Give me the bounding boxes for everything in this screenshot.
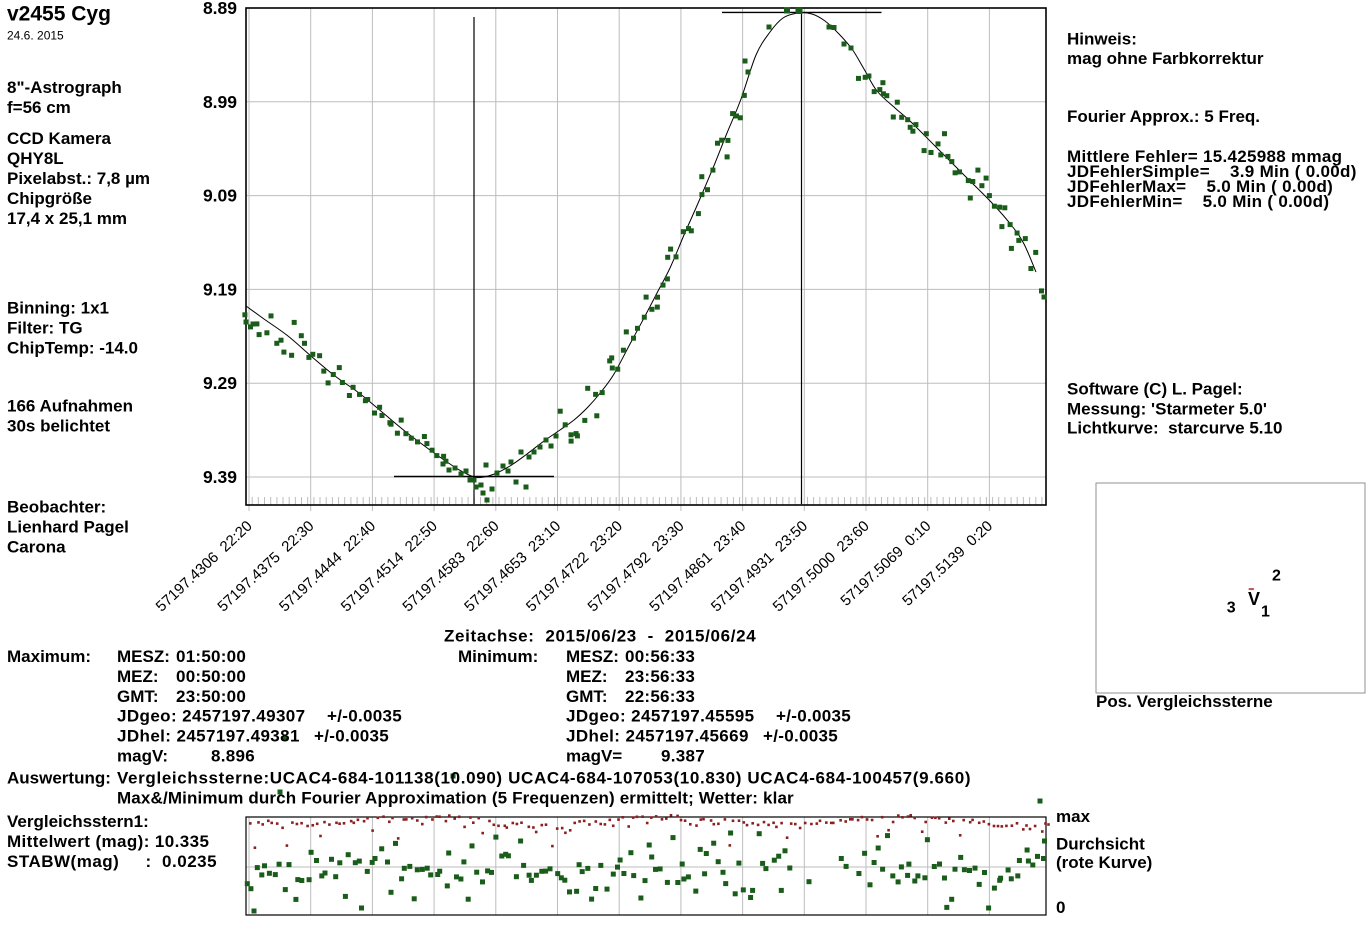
svg-text:8.89: 8.89 [203,0,237,18]
svg-text:Binning: 1x1: Binning: 1x1 [7,299,109,318]
svg-text:Chipgröße: Chipgröße [7,189,92,208]
svg-text:Vergleichssterne:UCAC4-684-101: Vergleichssterne:UCAC4-684-101138(10.090… [117,769,971,788]
svg-text:Pixelabst.: 7,8 µm: Pixelabst.: 7,8 µm [7,169,150,188]
svg-text:JDFehlerMax= 5.0 Min ( 0.00: JDFehlerMax= 5.0 Min ( 0.00d) [1067,177,1333,196]
svg-text:8"-Astrograph: 8"-Astrograph [7,78,122,97]
svg-text:8.896: 8.896 [211,746,255,765]
svg-text:00:50:00: 00:50:00 [176,667,246,686]
svg-text:magV=: magV= [566,746,622,765]
svg-text:GMT:: GMT: [566,687,608,706]
svg-text:V: V [1248,589,1260,609]
svg-text:JDhel: 2457197.49381: JDhel: 2457197.49381 [117,727,300,746]
svg-text:22:56:33: 22:56:33 [625,687,695,706]
svg-text:3: 3 [1227,599,1236,616]
svg-text:Filter: TG: Filter: TG [7,319,83,338]
svg-text:Minimum:: Minimum: [458,647,538,666]
svg-text:Beobachter:: Beobachter: [7,498,106,517]
svg-text:9.09: 9.09 [203,186,237,206]
svg-text:CCD Kamera: CCD Kamera [7,129,111,148]
svg-text:STABW(mag) : 0.0235: STABW(mag) : 0.0235 [7,852,217,871]
svg-text:23:50:00: 23:50:00 [176,687,246,706]
svg-text:(rote Kurve): (rote Kurve) [1056,853,1152,872]
svg-text:Durchsicht: Durchsicht [1056,835,1145,854]
svg-text:Vergleichsstern1:: Vergleichsstern1: [7,812,149,831]
svg-text:MESZ:: MESZ: [566,647,619,666]
svg-text:9.29: 9.29 [203,373,237,393]
svg-text:Software (C) L. Pagel:: Software (C) L. Pagel: [1067,380,1243,399]
svg-text:ChipTemp: -14.0: ChipTemp: -14.0 [7,339,138,358]
svg-text:9.387: 9.387 [661,746,705,765]
svg-text:+/-0.0035: +/-0.0035 [763,727,838,746]
svg-text:f=56 cm: f=56 cm [7,98,71,117]
svg-text:Hinweis:: Hinweis: [1067,30,1137,49]
svg-text:23:56:33: 23:56:33 [625,667,695,686]
svg-text:9.39: 9.39 [203,467,237,487]
svg-text:MESZ:: MESZ: [117,647,170,666]
svg-text:JDFehlerSimple= 3.9 Min ( 0: JDFehlerSimple= 3.9 Min ( 0.00d) [1067,162,1357,181]
svg-text:Carona: Carona [7,538,66,557]
svg-text:QHY8L: QHY8L [7,149,64,168]
svg-text:Messung: 'Starmeter 5.0': Messung: 'Starmeter 5.0' [1067,400,1267,419]
svg-text:8.99: 8.99 [203,92,237,112]
svg-text:24.6. 2015: 24.6. 2015 [7,28,64,42]
svg-text:17,4 x 25,1 mm: 17,4 x 25,1 mm [7,209,127,228]
svg-text:9.19: 9.19 [203,279,237,299]
svg-text:00:56:33: 00:56:33 [625,647,695,666]
svg-text:Mittelwert (mag): 10.335: Mittelwert (mag): 10.335 [7,832,209,851]
svg-text:Maximum:: Maximum: [7,647,91,666]
svg-text:166 Aufnahmen: 166 Aufnahmen [7,397,133,416]
svg-text:magV:: magV: [117,746,168,765]
svg-text:+/-0.0035: +/-0.0035 [314,727,389,746]
svg-text:JDgeo: 2457197.49307: JDgeo: 2457197.49307 [117,707,306,726]
svg-text:Fourier Approx.: 5 Freq.: Fourier Approx.: 5 Freq. [1067,107,1260,126]
svg-text:MEZ:: MEZ: [566,667,608,686]
svg-text:max: max [1056,807,1091,826]
svg-text:v2455 Cyg: v2455 Cyg [7,2,111,25]
svg-text:0: 0 [1056,898,1065,917]
svg-text:Zeitachse: 2015/06/23 - 201: Zeitachse: 2015/06/23 - 2015/06/24 [444,627,756,646]
svg-text:mag ohne Farbkorrektur: mag ohne Farbkorrektur [1067,49,1264,68]
svg-text:JDFehlerMin= 5.0 Min ( 0.00: JDFehlerMin= 5.0 Min ( 0.00d) [1067,192,1329,211]
svg-text:+/-0.0035: +/-0.0035 [327,707,402,726]
svg-text:Pos. Vergleichssterne: Pos. Vergleichssterne [1096,692,1273,711]
svg-text:JDhel: 2457197.45669: JDhel: 2457197.45669 [566,727,749,746]
svg-text:1: 1 [1261,604,1270,621]
svg-text:MEZ:: MEZ: [117,667,159,686]
svg-text:+/-0.0035: +/-0.0035 [776,707,851,726]
svg-text:JDgeo: 2457197.45595: JDgeo: 2457197.45595 [566,707,755,726]
svg-text:Max&/Minimum durch Fourier App: Max&/Minimum durch Fourier Approximation… [117,788,794,807]
svg-text:Lienhard Pagel: Lienhard Pagel [7,518,129,537]
svg-text:Lichtkurve: starcurve 5.10: Lichtkurve: starcurve 5.10 [1067,419,1282,438]
svg-text:Auswertung:: Auswertung: [7,769,111,788]
svg-text:30s belichtet: 30s belichtet [7,417,110,436]
svg-text:2: 2 [1272,567,1281,584]
svg-text:01:50:00: 01:50:00 [176,647,246,666]
svg-text:GMT:: GMT: [117,687,159,706]
svg-text:Mittlere Fehler= 15.425988 mma: Mittlere Fehler= 15.425988 mmag [1067,147,1342,166]
